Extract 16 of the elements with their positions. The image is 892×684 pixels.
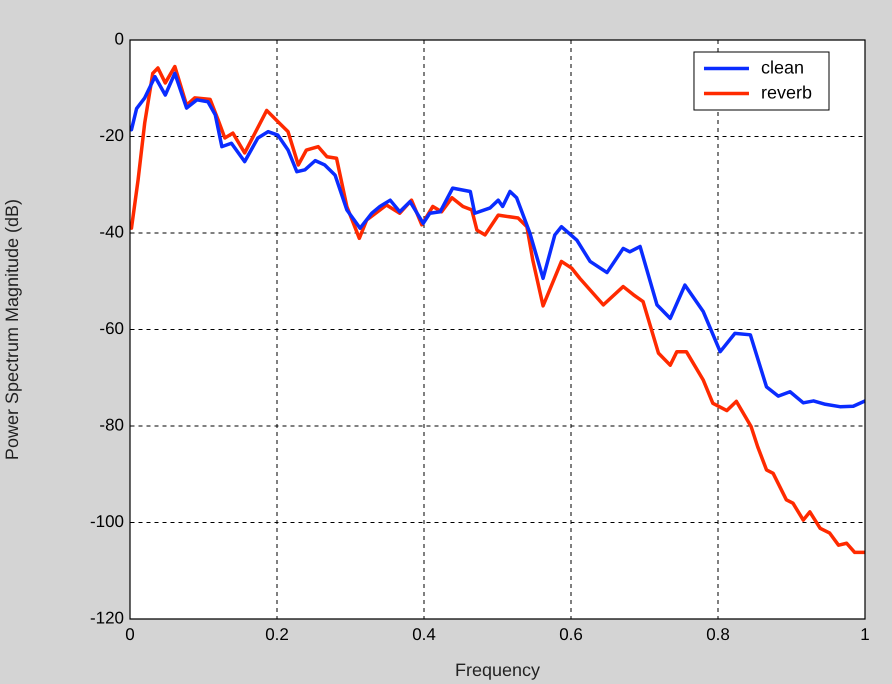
y-tick-label: -120 (90, 608, 124, 628)
y-tick-label: -100 (90, 512, 124, 532)
y-tick-label: -40 (99, 222, 124, 242)
legend-label: reverb (760, 82, 812, 102)
x-tick-label: 0.2 (265, 624, 289, 644)
x-tick-label: 0.8 (706, 624, 730, 644)
legend-label: clean (760, 57, 804, 78)
x-tick-label: 1 (860, 624, 870, 644)
x-tick-label: 0.6 (559, 624, 583, 644)
x-tick-label: 0.4 (412, 624, 436, 644)
y-tick-label: 0 (114, 30, 124, 49)
y-tick-label: -20 (99, 126, 124, 146)
x-axis-title: Frequency (454, 660, 540, 680)
y-tick-label: -80 (99, 416, 124, 435)
y-tick-label: -60 (99, 319, 124, 338)
y-axis-title: Power Spectrum Magnitude (dB) (2, 198, 22, 460)
